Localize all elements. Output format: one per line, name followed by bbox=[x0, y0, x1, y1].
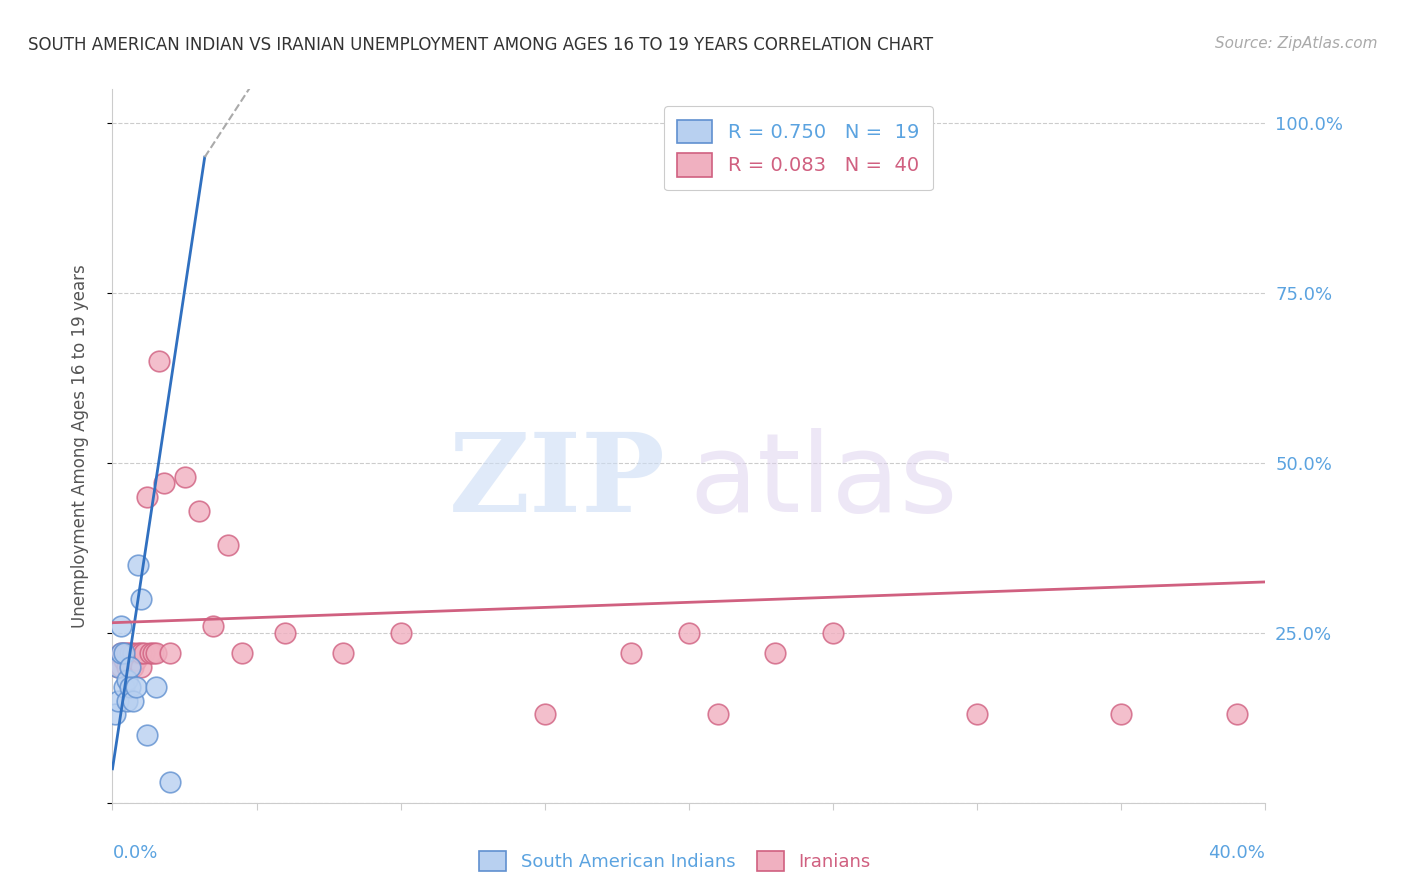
Point bbox=[142, 646, 165, 660]
Point bbox=[110, 660, 132, 674]
Point bbox=[1111, 707, 1133, 722]
Point bbox=[118, 646, 141, 660]
Point bbox=[332, 646, 354, 660]
Point bbox=[620, 646, 643, 660]
Text: ZIP: ZIP bbox=[449, 428, 666, 535]
Point bbox=[159, 646, 181, 660]
Point bbox=[115, 646, 138, 660]
Point bbox=[127, 646, 149, 660]
Point bbox=[129, 660, 153, 674]
Point bbox=[118, 660, 141, 674]
Text: Source: ZipAtlas.com: Source: ZipAtlas.com bbox=[1215, 36, 1378, 51]
Point bbox=[118, 660, 141, 674]
Point bbox=[107, 694, 129, 708]
Point bbox=[112, 646, 135, 660]
Point bbox=[115, 673, 138, 688]
Point bbox=[134, 646, 156, 660]
Point bbox=[678, 626, 700, 640]
Legend: South American Indians, Iranians: South American Indians, Iranians bbox=[472, 844, 877, 879]
Point bbox=[104, 707, 127, 722]
Point bbox=[202, 619, 225, 633]
Point bbox=[145, 680, 167, 694]
Point bbox=[136, 728, 159, 742]
Point bbox=[129, 591, 153, 606]
Point bbox=[765, 646, 787, 660]
Point bbox=[1226, 707, 1249, 722]
Point bbox=[159, 775, 181, 789]
Y-axis label: Unemployment Among Ages 16 to 19 years: Unemployment Among Ages 16 to 19 years bbox=[70, 264, 89, 628]
Point bbox=[112, 653, 135, 667]
Point bbox=[145, 646, 167, 660]
Point bbox=[118, 680, 141, 694]
Point bbox=[821, 626, 844, 640]
Point bbox=[124, 680, 146, 694]
Point bbox=[112, 680, 135, 694]
Point bbox=[115, 660, 138, 674]
Point bbox=[966, 707, 988, 722]
Point bbox=[231, 646, 253, 660]
Point bbox=[274, 626, 297, 640]
Point bbox=[153, 476, 176, 491]
Point bbox=[735, 129, 758, 144]
Text: 40.0%: 40.0% bbox=[1209, 845, 1265, 863]
Point bbox=[115, 694, 138, 708]
Point bbox=[124, 653, 146, 667]
Point bbox=[112, 646, 135, 660]
Text: atlas: atlas bbox=[689, 428, 957, 535]
Point bbox=[139, 646, 162, 660]
Point bbox=[110, 646, 132, 660]
Point bbox=[173, 469, 195, 483]
Point bbox=[129, 646, 153, 660]
Point bbox=[121, 660, 143, 674]
Point bbox=[136, 490, 159, 504]
Point bbox=[121, 646, 143, 660]
Point bbox=[107, 660, 129, 674]
Point bbox=[110, 646, 132, 660]
Point bbox=[217, 537, 239, 551]
Point bbox=[127, 558, 149, 572]
Point bbox=[110, 619, 132, 633]
Text: 0.0%: 0.0% bbox=[112, 845, 157, 863]
Legend: R = 0.750   N =  19, R = 0.083   N =  40: R = 0.750 N = 19, R = 0.083 N = 40 bbox=[664, 106, 932, 191]
Point bbox=[534, 707, 557, 722]
Point bbox=[707, 707, 730, 722]
Point bbox=[188, 503, 211, 517]
Point bbox=[107, 660, 129, 674]
Text: SOUTH AMERICAN INDIAN VS IRANIAN UNEMPLOYMENT AMONG AGES 16 TO 19 YEARS CORRELAT: SOUTH AMERICAN INDIAN VS IRANIAN UNEMPLO… bbox=[28, 36, 934, 54]
Point bbox=[148, 354, 170, 368]
Point bbox=[121, 694, 143, 708]
Point bbox=[389, 626, 412, 640]
